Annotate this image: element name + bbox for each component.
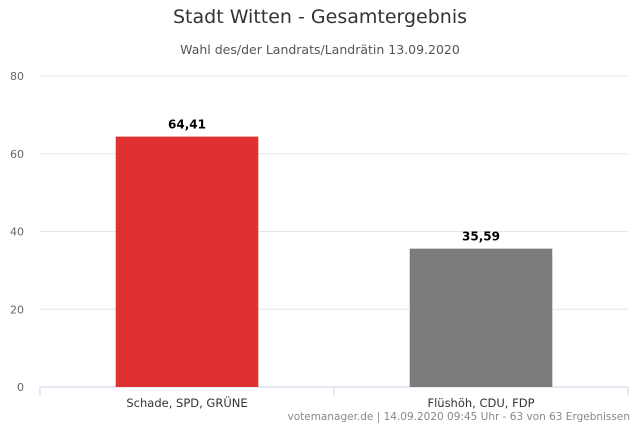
bar — [409, 248, 553, 387]
y-tick-label: 20 — [10, 303, 24, 316]
y-tick-label: 60 — [10, 148, 24, 161]
y-tick-label: 80 — [10, 70, 24, 83]
x-tick-label: Schade, SPD, GRÜNE — [126, 394, 247, 410]
bar — [115, 136, 259, 387]
x-tick-label: Flüshöh, CDU, FDP — [427, 396, 534, 410]
credits-text[interactable]: votemanager.de | 14.09.2020 09:45 Uhr - … — [287, 411, 630, 423]
data-label: 35,59 — [462, 230, 500, 244]
chart-subtitle: Wahl des/der Landrats/Landrätin 13.09.20… — [180, 42, 460, 57]
y-tick-label: 0 — [17, 381, 24, 394]
chart-title: Stadt Witten - Gesamtergebnis — [172, 6, 468, 28]
data-label: 64,41 — [168, 118, 206, 132]
y-tick-label: 40 — [10, 226, 24, 239]
